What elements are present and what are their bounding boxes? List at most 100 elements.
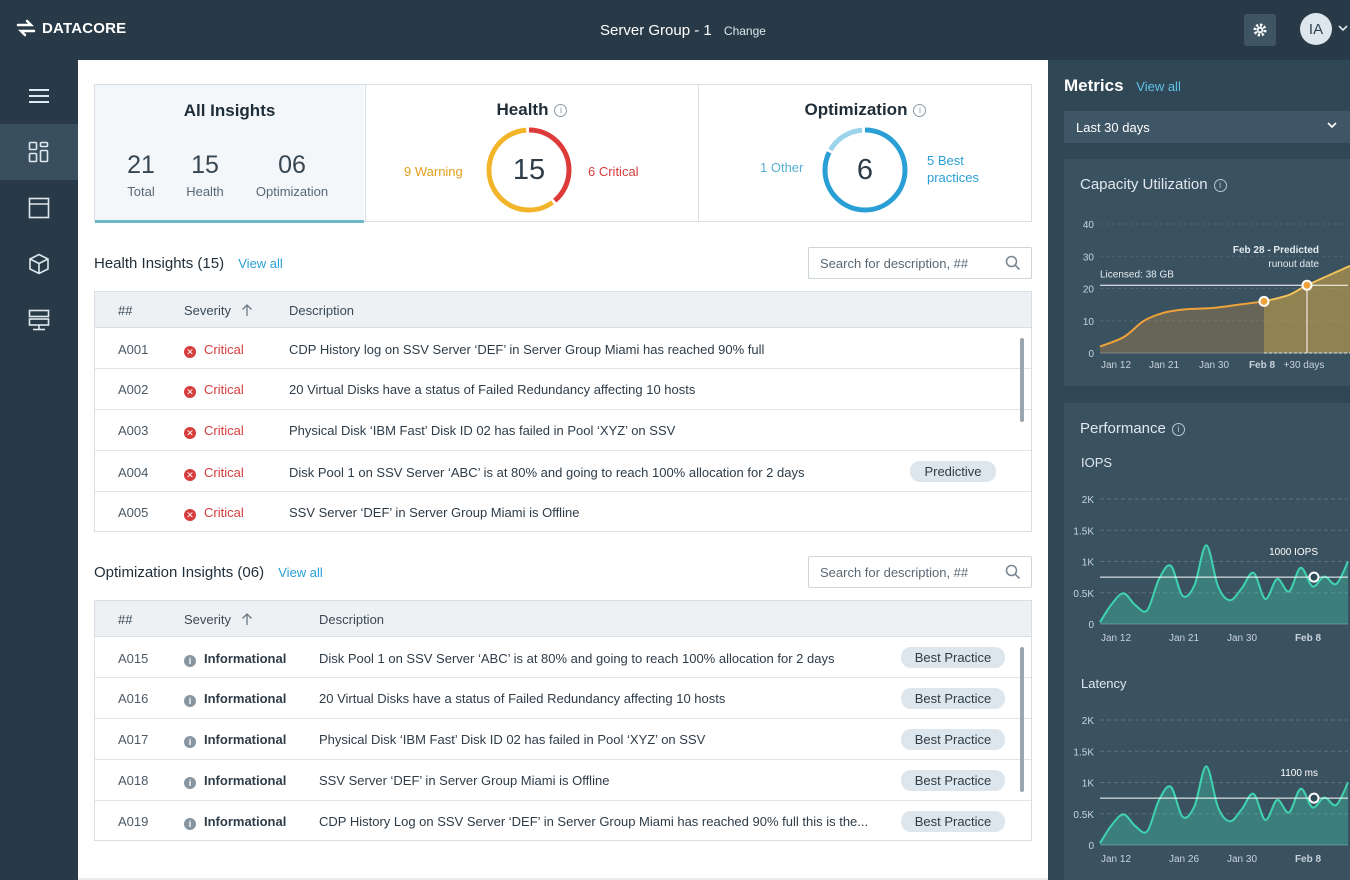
table-row[interactable]: A005 ✕ Critical SSV Server ‘DEF’ in Serve… — [95, 492, 1031, 531]
sidebar-item-package[interactable] — [0, 236, 78, 292]
severity-text: Informational — [204, 732, 287, 747]
info-icon[interactable]: i — [1213, 179, 1227, 192]
row-id: A016 — [118, 691, 149, 706]
current-point — [1258, 295, 1270, 307]
health-summary[interactable]: Health i 15 9 Warning 6 Critical — [365, 85, 698, 221]
description-cell: CDP History Log on SSV Server ‘DEF’ in S… — [319, 814, 869, 829]
x-tick-label: Feb 8 — [1295, 854, 1322, 865]
table-row[interactable]: A017 i Informational Physical Disk ‘IBM F… — [95, 719, 1031, 760]
optimization-other-arc — [822, 127, 908, 213]
all-insights-title: All Insights — [183, 101, 276, 120]
table-row[interactable]: A019 i Informational CDP History Log on S… — [95, 801, 1031, 840]
change-group-link[interactable]: Change — [723, 24, 766, 38]
severity-cell: ✕ Critical — [184, 465, 244, 481]
series-line — [1099, 765, 1349, 844]
search-icon[interactable] — [1005, 255, 1021, 271]
optimization-total: 6 — [856, 154, 874, 186]
description-cell: 20 Virtual Disks have a status of Failed… — [319, 691, 726, 706]
licensed-label: Licensed: 38 GB — [1100, 269, 1174, 280]
y-tick-label: 10 — [1083, 317, 1095, 328]
y-tick-label: 1.5K — [1073, 526, 1094, 537]
sidebar-item-layout[interactable] — [0, 180, 78, 236]
series-area — [1100, 545, 1348, 624]
best-practice-badge: Best Practice — [901, 647, 1005, 668]
y-tick-label: 1K — [1082, 558, 1095, 569]
critical-icon: ✕ — [184, 469, 196, 481]
health-warning-arc — [486, 127, 572, 213]
sidebar-item-dashboard[interactable] — [0, 124, 78, 180]
optimization-summary[interactable]: Optimization i 6 1 Other 5 Best practices — [698, 85, 1032, 221]
description-cell: Physical Disk ‘IBM Fast’ Disk ID 02 has … — [289, 423, 676, 438]
info-icon[interactable]: i — [1171, 423, 1185, 436]
column-header-id[interactable]: ## — [118, 612, 133, 627]
table-row[interactable]: A001 ✕ Critical CDP History log on SSV Se… — [95, 328, 1031, 369]
capacity-title-text: Capacity Utilization — [1080, 176, 1208, 193]
health-insights-table: ## Severity Description A001 ✕ Critical C… — [94, 291, 1032, 532]
y-tick-label: 0.5K — [1073, 589, 1094, 600]
search-icon[interactable] — [1005, 564, 1021, 580]
marker-point — [1308, 792, 1320, 804]
info-icon[interactable]: i — [554, 104, 568, 117]
user-avatar[interactable]: IA — [1300, 13, 1332, 45]
description-cell: Disk Pool 1 on SSV Server ‘ABC’ is at 80… — [319, 651, 835, 666]
chevron-down-icon[interactable] — [1338, 24, 1348, 32]
metrics-view-all-link[interactable]: View all — [1136, 79, 1181, 94]
table-header: ## Severity Description — [95, 601, 1031, 637]
severity-cell: i Informational — [184, 732, 286, 748]
column-header-description[interactable]: Description — [319, 612, 385, 627]
optimization-search-placeholder: Search for description, ## — [820, 565, 969, 580]
column-header-severity[interactable]: Severity — [184, 303, 253, 318]
datacore-logo[interactable]: DATACORE — [16, 18, 126, 38]
insights-summary-card: All Insights 21 Total 15 Health 06 Optim… — [94, 84, 1032, 223]
sort-up-icon[interactable] — [241, 613, 253, 626]
table-scrollbar[interactable] — [1020, 338, 1024, 422]
table-row[interactable]: A016 i Informational 20 Virtual Disks hav… — [95, 678, 1031, 719]
dashboard-icon — [28, 141, 49, 163]
capacity-title: Capacity Utilization i — [1080, 176, 1227, 193]
description-cell: SSV Server ‘DEF’ in Server Group Miami i… — [319, 773, 610, 788]
description-cell: Physical Disk ‘IBM Fast’ Disk ID 02 has … — [319, 732, 706, 747]
best-practice-badge: Best Practice — [901, 811, 1005, 832]
capacity-chart: 40 30 20 10 0 Jan 12 Jan 21 Jan 30 Feb 8 +30 days… — [1083, 220, 1350, 371]
row-id: A018 — [118, 773, 149, 788]
period-select[interactable]: Last 30 days — [1064, 111, 1350, 143]
predictive-badge: Predictive — [910, 461, 996, 482]
menu-button[interactable] — [0, 68, 78, 124]
server-group-title: Server Group - 1 Change — [0, 22, 1350, 39]
all-insights-tab[interactable]: All Insights 21 Total 15 Health 06 Optim… — [95, 85, 364, 223]
health-title-text: Health — [496, 100, 549, 119]
y-tick-label: 30 — [1083, 252, 1095, 263]
optimization-view-all-link[interactable]: View all — [278, 565, 323, 580]
column-header-description[interactable]: Description — [289, 303, 355, 318]
info-icon[interactable]: i — [913, 104, 927, 117]
sort-up-icon[interactable] — [241, 304, 253, 317]
optimization-search-input[interactable]: Search for description, ## — [808, 556, 1032, 588]
severity-text: Critical — [204, 465, 244, 480]
brand-name: DATACORE — [42, 19, 127, 37]
column-header-severity[interactable]: Severity — [184, 612, 253, 627]
health-critical-label: 6 Critical — [588, 164, 639, 179]
info-icon: i — [184, 695, 196, 707]
health-insights-title: Health Insights (15) — [94, 255, 225, 272]
table-row[interactable]: A004 ✕ Critical Disk Pool 1 on SSV Server… — [95, 451, 1031, 492]
table-row[interactable]: A018 i Informational SSV Server ‘DEF’ in … — [95, 760, 1031, 801]
runout-point — [1301, 279, 1313, 291]
health-search-placeholder: Search for description, ## — [820, 256, 969, 271]
health-view-all-link[interactable]: View all — [238, 256, 283, 271]
health-search-input[interactable]: Search for description, ## — [808, 247, 1032, 279]
table-row[interactable]: A003 ✕ Critical Physical Disk ‘IBM Fast’ … — [95, 410, 1031, 451]
settings-button[interactable] — [1244, 14, 1276, 46]
table-row[interactable]: A015 i Informational Disk Pool 1 on SSV S… — [95, 637, 1031, 678]
sidebar-item-servers[interactable] — [0, 292, 78, 348]
y-tick-label: 2K — [1082, 716, 1095, 727]
row-id: A015 — [118, 651, 149, 666]
x-tick-label: Jan 30 — [1227, 854, 1257, 865]
optimization-donut — [822, 127, 908, 213]
severity-header-text: Severity — [184, 303, 231, 318]
column-header-id[interactable]: ## — [118, 303, 133, 318]
severity-cell: i Informational — [184, 691, 286, 707]
severity-cell: ✕ Critical — [184, 382, 244, 398]
table-scrollbar[interactable] — [1020, 647, 1024, 792]
best-label-line1: 5 Best — [927, 153, 964, 168]
table-row[interactable]: A002 ✕ Critical 20 Virtual Disks have a s… — [95, 369, 1031, 410]
